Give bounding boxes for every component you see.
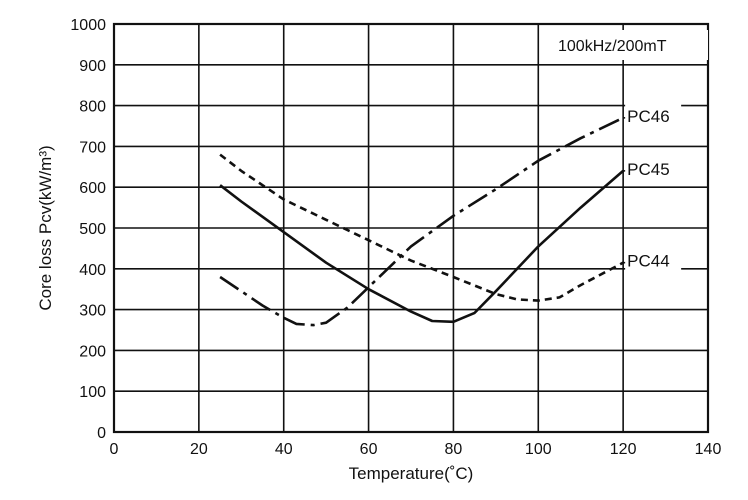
y-tick-label: 0: [97, 425, 106, 442]
series-label-bg: [625, 156, 682, 179]
x-tick-label: 100: [525, 441, 552, 458]
x-axis-title: Temperature(˚C): [349, 464, 474, 483]
y-tick-label: 100: [79, 384, 106, 401]
x-tick-label: 120: [610, 441, 637, 458]
series-label-pc44: PC44: [627, 252, 670, 271]
x-axis-ticks: 0 20 40 60 80 100 120 140: [110, 441, 722, 458]
y-tick-label: 600: [79, 180, 106, 197]
y-tick-label: 800: [79, 99, 106, 116]
y-tick-label: 900: [79, 58, 106, 75]
y-tick-label: 400: [79, 262, 106, 279]
series-label-pc45: PC45: [627, 160, 670, 179]
series-line-pc44: [219, 153, 624, 302]
y-tick-label: 700: [79, 139, 106, 156]
y-tick-label: 500: [79, 221, 106, 238]
series-label-bg: [625, 103, 682, 126]
x-tick-label: 0: [110, 441, 119, 458]
series-line-pc45: [219, 169, 624, 324]
x-tick-label: 40: [275, 441, 293, 458]
y-tick-label: 300: [79, 303, 106, 320]
series-group: [219, 116, 624, 327]
y-tick-label: 1000: [70, 17, 106, 34]
y-axis-title: Core loss Pcv(kW/m³): [36, 145, 55, 310]
condition-label: 100kHz/200mT: [558, 38, 667, 55]
series-label-bg: [625, 248, 682, 271]
series-line-pc46: [219, 116, 624, 327]
series-labels: PC46 PC45 PC44: [623, 103, 682, 271]
x-tick-label: 20: [190, 441, 208, 458]
x-tick-label: 60: [360, 441, 378, 458]
plot-frame: [112, 22, 710, 434]
x-tick-label: 80: [445, 441, 463, 458]
y-tick-label: 200: [79, 343, 106, 360]
series-label-pc46: PC46: [627, 107, 670, 126]
grid: [113, 23, 709, 433]
x-tick-label: 140: [695, 441, 722, 458]
y-axis-ticks: 0 100 200 300 400 500 600 700 800 900 1000: [70, 17, 106, 442]
condition-box: [548, 30, 708, 60]
